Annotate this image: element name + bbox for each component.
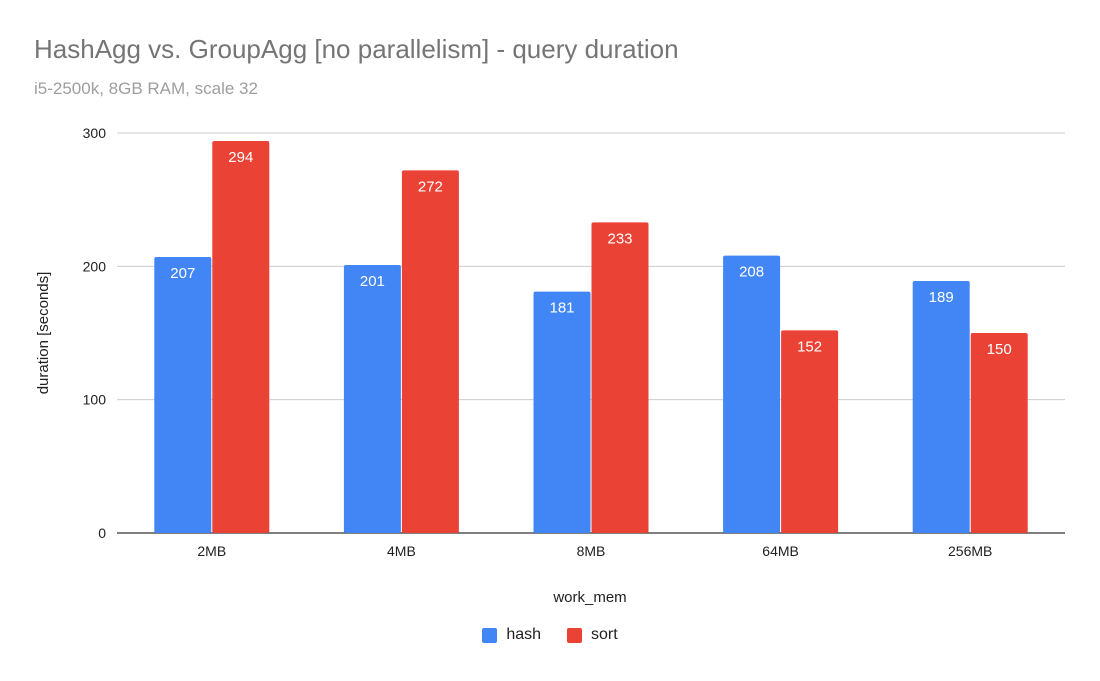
legend-swatch-hash — [482, 627, 498, 643]
bars: 207 294 201 272 181 233 208 152 189 150 — [154, 141, 1028, 534]
bar-sort-256MB[interactable] — [970, 333, 1028, 533]
bar-hash-8MB[interactable] — [533, 291, 591, 533]
data-label: 201 — [360, 273, 385, 290]
bar-hash-4MB[interactable] — [343, 265, 401, 533]
data-label: 272 — [418, 178, 443, 195]
x-tick-label: 2MB — [197, 543, 226, 559]
y-tick-label: 0 — [98, 525, 106, 541]
bar-sort-64MB[interactable] — [781, 330, 839, 533]
gridlines — [117, 132, 1065, 534]
bar-hash-64MB[interactable] — [723, 255, 781, 533]
bar-sort-4MB[interactable] — [401, 170, 459, 534]
legend-item-hash[interactable]: hash — [482, 626, 541, 644]
data-label: 208 — [739, 264, 764, 281]
chart-subtitle: i5-2500k, 8GB RAM, scale 32 — [34, 79, 258, 98]
bar-sort-2MB[interactable] — [212, 141, 270, 533]
y-tick-labels: 0 100 200 300 — [83, 125, 107, 541]
bar-sort-8MB[interactable] — [591, 222, 649, 534]
x-tick-label: 256MB — [948, 543, 992, 559]
legend-swatch-sort — [567, 627, 583, 643]
data-label: 152 — [797, 338, 822, 355]
x-tick-label: 64MB — [762, 543, 799, 559]
data-label: 150 — [987, 341, 1012, 358]
bar-hash-2MB[interactable] — [154, 257, 212, 533]
x-axis-label: work_mem — [552, 589, 626, 606]
chart-title: HashAgg vs. GroupAgg [no parallelism] - … — [34, 34, 679, 64]
y-tick-label: 300 — [83, 125, 107, 141]
legend-item-sort[interactable]: sort — [567, 626, 618, 644]
data-label: 181 — [549, 300, 574, 317]
data-label: 207 — [170, 265, 195, 282]
data-label: 294 — [228, 149, 253, 166]
y-axis-label: duration [seconds] — [35, 272, 52, 395]
x-tick-labels: 2MB 4MB 8MB 64MB 256MB — [197, 543, 992, 559]
data-label: 233 — [607, 230, 632, 247]
y-tick-label: 100 — [83, 392, 107, 408]
legend-label-sort: sort — [591, 626, 618, 643]
x-tick-label: 8MB — [577, 543, 606, 559]
data-label: 189 — [929, 289, 954, 306]
y-tick-label: 200 — [83, 258, 107, 274]
legend: hash sort — [0, 626, 1100, 644]
legend-label-hash: hash — [506, 626, 542, 643]
x-tick-label: 4MB — [387, 543, 416, 559]
bar-hash-256MB[interactable] — [912, 281, 970, 533]
